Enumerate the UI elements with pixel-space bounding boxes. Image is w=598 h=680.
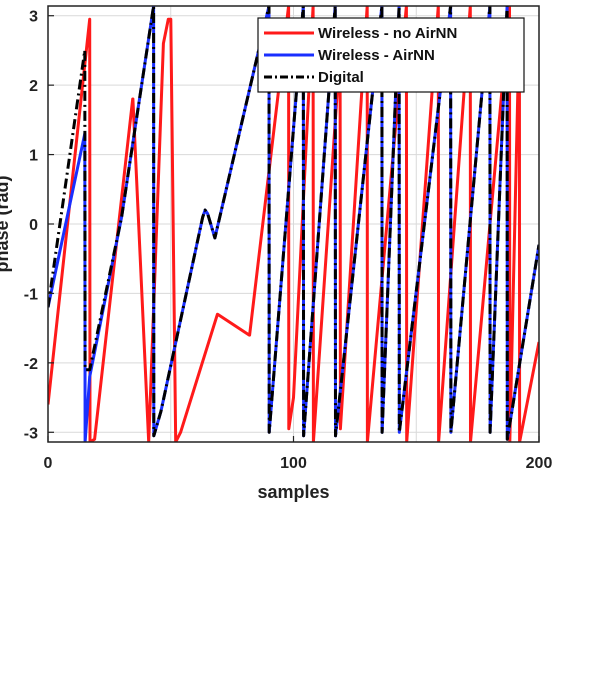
legend-label-0: Wireless - no AirNN — [318, 25, 457, 42]
legend-label-2: Digital — [318, 69, 364, 86]
x-axis-label: samples — [257, 482, 329, 502]
y-tick-label-3: 0 — [29, 217, 38, 234]
y-tick-label-5: 2 — [29, 78, 38, 95]
axis-ticks: 0 100 200 -3 -2 -1 0 1 2 3 — [24, 9, 553, 472]
y-tick-label-6: 3 — [29, 9, 38, 26]
legend-label-1: Wireless - AirNN — [318, 47, 435, 64]
y-tick-label-0: -3 — [24, 425, 38, 442]
x-tick-label-1: 100 — [280, 455, 307, 472]
x-tick-label-2: 200 — [526, 455, 553, 472]
y-tick-label-4: 1 — [29, 148, 38, 165]
y-axis-label: phase (rad) — [0, 175, 12, 272]
legend-box — [257, 17, 525, 93]
y-tick-label-1: -2 — [24, 356, 38, 373]
legend: Wireless - no AirNN Wireless - AirNN Digit… — [257, 17, 525, 93]
series-line-2 — [48, 6, 539, 441]
y-tick-label-2: -1 — [24, 286, 38, 303]
x-tick-label-0: 0 — [44, 455, 53, 472]
